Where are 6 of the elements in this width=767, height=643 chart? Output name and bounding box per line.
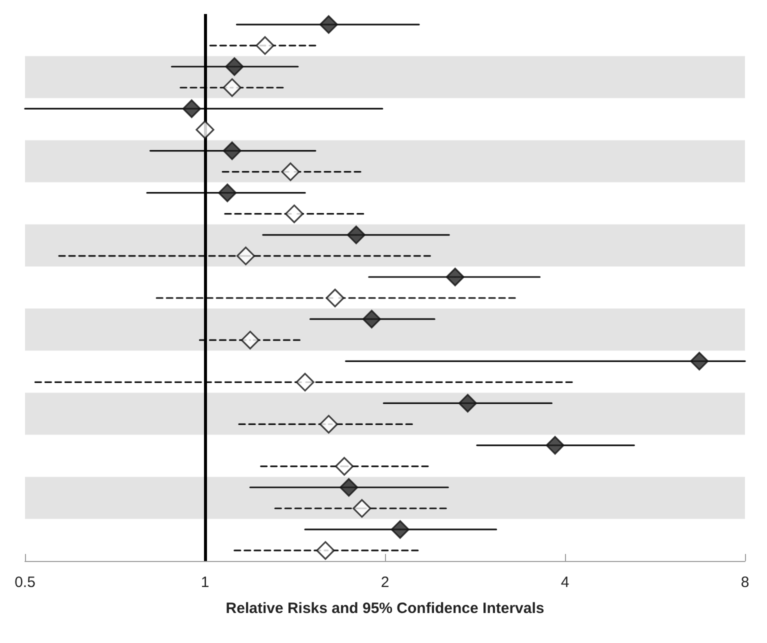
x-axis-title: Relative Risks and 95% Confidence Intervals [226,600,544,617]
x-tick-label: 0.5 [14,574,36,591]
x-tick-label: 4 [560,574,570,591]
x-tick-label: 8 [740,574,750,591]
x-tick-label: 2 [380,574,390,591]
x-tick-label: 1 [200,574,210,591]
